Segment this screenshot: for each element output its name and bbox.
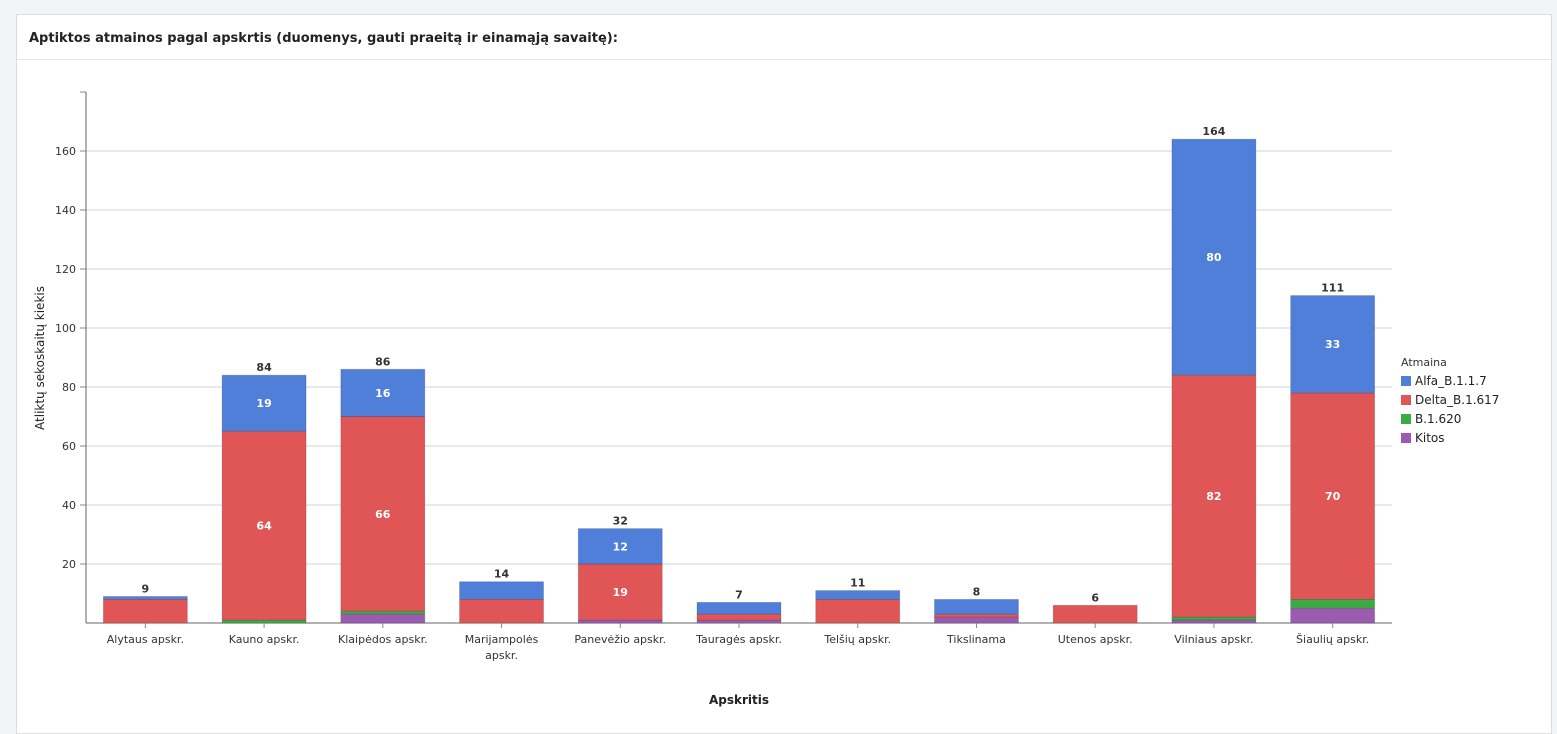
y-tick-label: 120 bbox=[55, 263, 76, 276]
bar-segment bbox=[102, 596, 188, 600]
bar-segment bbox=[577, 528, 663, 565]
bar-total-label: 9 bbox=[142, 582, 150, 595]
bar-segment-label: 16 bbox=[375, 387, 391, 400]
y-tick-label: 60 bbox=[62, 440, 76, 453]
bar-total-label: 84 bbox=[256, 361, 272, 374]
x-tick-label: Telšių apskr. bbox=[823, 633, 891, 646]
bar-segment-label: 12 bbox=[613, 540, 628, 553]
bar-total-label: 32 bbox=[613, 515, 628, 528]
bar-segment bbox=[459, 599, 544, 624]
bar-segment-label: 33 bbox=[1325, 338, 1340, 351]
bar-segment bbox=[1171, 138, 1257, 376]
legend-item-label: B.1.620 bbox=[1415, 412, 1461, 426]
bar-total-label: 14 bbox=[494, 568, 510, 581]
bar-segment-label: 19 bbox=[613, 586, 628, 599]
x-tick-label: Klaipėdos apskr. bbox=[338, 633, 428, 646]
bar-segment bbox=[340, 613, 426, 624]
bar-segment bbox=[1171, 374, 1257, 618]
bar-total-label: 7 bbox=[735, 588, 743, 601]
y-tick-label: 40 bbox=[62, 499, 76, 512]
y-tick-label: 140 bbox=[55, 204, 76, 217]
bar-total-label: 11 bbox=[850, 577, 865, 590]
y-tick-label: 160 bbox=[55, 145, 76, 158]
bar-segment-label: 80 bbox=[1206, 251, 1222, 264]
bar-segment bbox=[1052, 604, 1138, 624]
x-tick-label: Vilniaus apskr. bbox=[1174, 633, 1253, 646]
y-tick-label: 20 bbox=[62, 558, 76, 571]
y-tick-label: 80 bbox=[62, 381, 76, 394]
panel-title: Aptiktos atmainos pagal apskrtis (duomen… bbox=[17, 15, 1551, 60]
bar-segment bbox=[696, 619, 782, 624]
bar-segment bbox=[340, 416, 426, 612]
legend-item-label: Delta_B.1.617 bbox=[1415, 393, 1499, 407]
bar-segment bbox=[577, 619, 663, 624]
bar-segment bbox=[102, 599, 188, 624]
bar-total-label: 6 bbox=[1091, 591, 1099, 604]
x-tick-label: Šiaulių apskr. bbox=[1296, 633, 1369, 646]
bar-segment bbox=[1290, 392, 1376, 600]
bar-segment-label: 66 bbox=[375, 508, 391, 521]
x-tick-label: Tauragės apskr. bbox=[695, 633, 782, 646]
bar-segment bbox=[1290, 607, 1376, 624]
bar-segment bbox=[696, 601, 782, 615]
bar-segment-label: 70 bbox=[1325, 490, 1341, 503]
x-axis-title: Apskritis bbox=[709, 693, 769, 707]
x-tick-label: Panevėžio apskr. bbox=[574, 633, 666, 646]
legend-swatch bbox=[1401, 433, 1411, 443]
bar-segment bbox=[340, 368, 426, 417]
bar-segment bbox=[1290, 295, 1376, 394]
x-tick-label: Kauno apskr. bbox=[229, 633, 300, 646]
legend-item-label: Alfa_B.1.1.7 bbox=[1415, 374, 1487, 388]
x-tick-label: Utenos apskr. bbox=[1058, 633, 1133, 646]
bar-total-label: 164 bbox=[1202, 125, 1225, 138]
legend-item-label: Kitos bbox=[1415, 431, 1445, 445]
bar-segment bbox=[815, 599, 901, 624]
x-tick-label: Tikslinama bbox=[946, 633, 1006, 646]
y-tick-label: 100 bbox=[55, 322, 76, 335]
bar-total-label: 111 bbox=[1321, 282, 1344, 295]
bar-segment bbox=[1171, 616, 1257, 621]
bar-total-label: 8 bbox=[973, 585, 981, 598]
bar-total-label: 86 bbox=[375, 355, 391, 368]
bar-segment bbox=[934, 616, 1019, 624]
legend-swatch bbox=[1401, 376, 1411, 386]
bar-segment-label: 82 bbox=[1206, 490, 1221, 503]
bar-segment bbox=[934, 599, 1019, 615]
bar-segment bbox=[221, 619, 307, 624]
bar-segment bbox=[934, 613, 1019, 618]
bar-segment-label: 64 bbox=[256, 520, 272, 533]
bar-segment-label: 19 bbox=[256, 397, 271, 410]
y-axis-title: Atliktų sekoskaitų kiekis bbox=[33, 286, 47, 430]
bar-segment bbox=[815, 590, 901, 600]
legend-title: Atmaina bbox=[1401, 356, 1447, 369]
bar-segment bbox=[221, 374, 307, 432]
bar-segment bbox=[340, 610, 426, 615]
bar-segment bbox=[221, 430, 307, 621]
x-tick-label: apskr. bbox=[485, 649, 518, 662]
legend-swatch bbox=[1401, 414, 1411, 424]
x-tick-label: Marijampolės bbox=[465, 633, 539, 646]
bar-segment bbox=[459, 581, 544, 600]
bar-segment bbox=[1290, 599, 1376, 609]
bar-segment bbox=[1171, 619, 1257, 624]
bar-segment bbox=[696, 613, 782, 621]
legend-swatch bbox=[1401, 395, 1411, 405]
x-tick-label: Alytaus apskr. bbox=[107, 633, 184, 646]
